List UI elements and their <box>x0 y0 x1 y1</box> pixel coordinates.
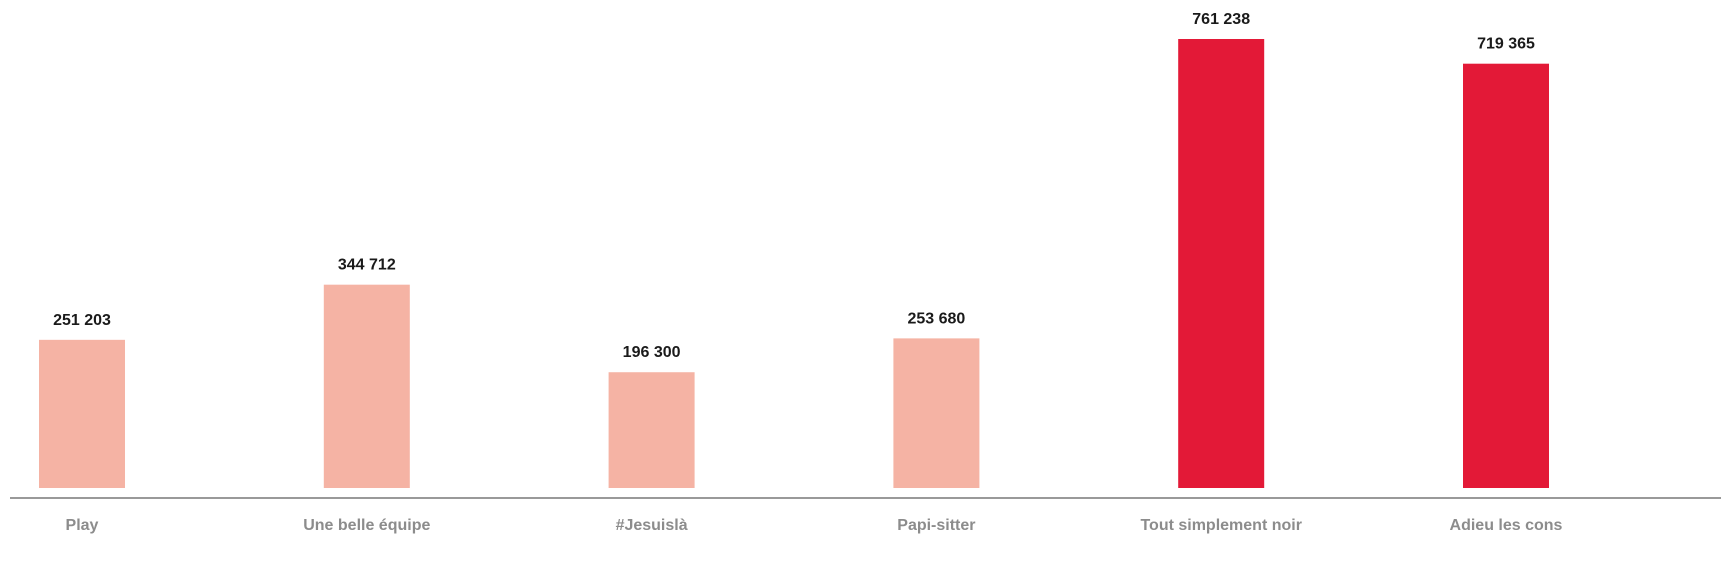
value-label: 344 712 <box>338 257 396 274</box>
category-label: Adieu les cons <box>1450 517 1563 534</box>
category-label: Tout simplement noir <box>1140 517 1301 534</box>
bar-1 <box>39 339 125 488</box>
value-label: 251 203 <box>53 312 111 329</box>
category-label: Une belle équipe <box>303 517 430 534</box>
value-label: 719 365 <box>1477 36 1535 53</box>
value-label: 253 680 <box>907 310 965 327</box>
category-label: Papi-sitter <box>897 517 975 534</box>
bar-6 <box>1463 63 1549 488</box>
value-label: 761 238 <box>1192 11 1250 28</box>
bar-5 <box>1178 39 1265 488</box>
bar-2 <box>323 284 410 488</box>
value-label: 196 300 <box>623 344 681 361</box>
category-labels-group: Play Une belle équipe #Jesuislà Papi-sitter… <box>66 517 1563 534</box>
bar-4 <box>893 338 980 488</box>
bars-group <box>39 39 1549 488</box>
bar-3 <box>608 372 695 488</box>
category-label: Play <box>66 517 99 534</box>
value-labels-group: 251 203 344 712 196 300 253 680 761 238 719 3… <box>53 11 1535 361</box>
category-label: #Jesuislà <box>616 517 688 534</box>
